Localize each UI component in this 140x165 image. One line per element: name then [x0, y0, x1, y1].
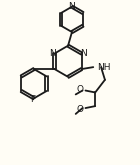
Text: O: O	[76, 105, 83, 114]
Text: N: N	[80, 49, 87, 58]
Text: F: F	[30, 95, 36, 104]
Text: N: N	[49, 49, 56, 58]
Text: O: O	[76, 85, 83, 94]
Text: N: N	[69, 2, 75, 11]
Text: NH: NH	[97, 63, 111, 72]
